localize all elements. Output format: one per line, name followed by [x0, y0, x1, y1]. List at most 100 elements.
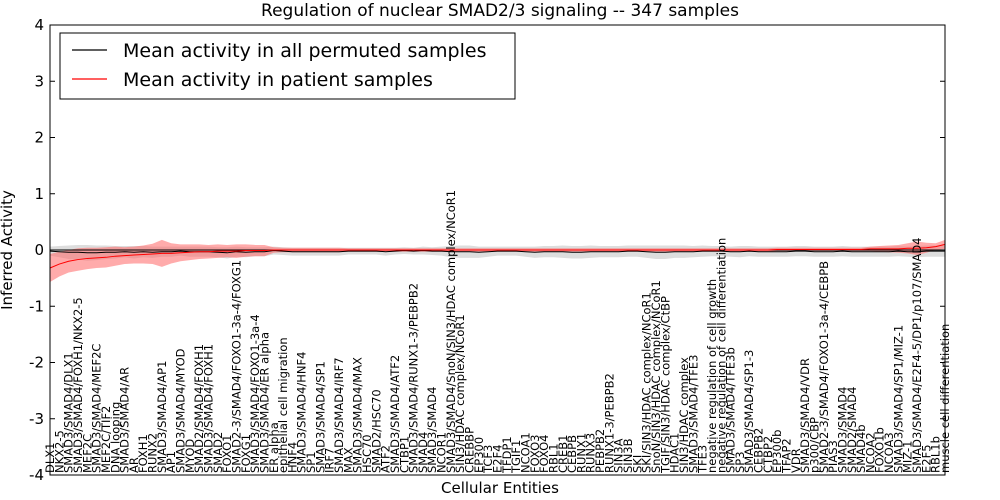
x-tick-label: SKI/SIN3/HDAC complex/NCoR1 [640, 292, 654, 473]
x-tick-label: SMAD3/SMAD4/FOXH1 [201, 344, 215, 473]
legend-box [59, 32, 516, 100]
x-tick-label: SMAD3/SMAD4/VDR [798, 358, 812, 473]
x-tick-label: FOXH1 [136, 434, 150, 473]
x-tick-label: SIN3/HDAC complex/NCoR1 [453, 314, 467, 473]
x-tick-label: SMAD3/SMAD4/TFE3 [686, 355, 700, 474]
x-tick-label: SMAD3/SMAD4/MAX [351, 357, 365, 473]
band-layer [50, 239, 945, 283]
x-tick-label: MEF2C/TIF2 [99, 406, 113, 473]
x-tick-label: MYOD [183, 439, 197, 473]
y-tick-label: 1 [34, 185, 44, 203]
y-tick-label: 4 [34, 16, 44, 34]
x-tick-label: RBL1 [546, 443, 560, 473]
x-tick-label: SIN3/HDAC complex [677, 357, 691, 473]
x-tick-label: IRF7 [323, 448, 337, 473]
y-tick-label: 0 [34, 241, 44, 259]
x-tick-label: FOXO1 [220, 435, 234, 473]
x-tick-label: SMAD3/SMAD4/DLX1 [62, 352, 76, 473]
x-tick-label: SMAD3/SMAD4/AR [118, 367, 132, 473]
x-tick-label: SMAD3/SMAD4/ATF2 [388, 355, 402, 473]
x-tick-label: TFE3 [696, 445, 710, 474]
x-tick-label: SMAD3/SMAD4/IRF7 [332, 357, 346, 473]
x-tick-label: CEBPB2 [752, 428, 766, 473]
x-tick-label: SIN3A [612, 438, 626, 473]
x-tick-label: HDAC1 [668, 433, 682, 473]
x-tick-label: PIAS3 [826, 440, 840, 473]
x-tick-label: SMAD3/SMAD4 [425, 387, 439, 473]
x-tick-label: NCOR1 [435, 432, 449, 473]
x-tick-label: HSC70 [360, 434, 374, 473]
x-tick-label: RUNX1 [574, 433, 588, 473]
x-tick-label: VDR [789, 448, 803, 473]
legend-label-patient: Mean activity in patient samples [123, 69, 433, 91]
x-tick-label: SMAD3/SMAD4/MEF2C [90, 344, 104, 473]
x-tick-label: SMAD2/HSC70 [369, 389, 383, 473]
x-tick-label: SMAD3/SMAD4/E2F4-5/DP1/p107/SMAD4 [910, 238, 924, 474]
x-tick-label: TFAP2 [780, 438, 794, 474]
x-tick-label: SMAD3/SMAD4/HNF4 [295, 352, 309, 473]
x-tick-labels: DLX1NKX2-5SMAD3/SMAD4/DLX1SMAD3/SMAD4/FO… [43, 190, 952, 474]
x-tick-label: TGIF1 [509, 440, 523, 474]
x-tick-label: SMAD2-3/SMAD4/FOXO1-3a-4/FOXG1 [229, 260, 243, 473]
plot-area: DLX1NKX2-5SMAD3/SMAD4/DLX1SMAD3/SMAD4/FO… [29, 16, 952, 484]
x-tick-label: NCOA3 [882, 432, 896, 473]
x-tick-label: SMAD3/SMAD4 [835, 387, 849, 473]
x-tick-label: SP3 [733, 451, 747, 473]
patient-band [50, 239, 945, 283]
x-tick-label: SMAD3/SMAD4/SnoN/SIN3/HDAC complex/NCoR1 [444, 190, 458, 473]
x-tick-label: SMAD3/SMAD4/FOXH1/NKX2-5 [71, 297, 85, 473]
x-tick-label: SnoN/SIN3/HDAC complex/NCoR1 [649, 280, 663, 473]
x-tick-label: SKI [630, 455, 644, 473]
y-tick-label: 3 [34, 72, 44, 90]
x-tick-label: CTBP1 [397, 436, 411, 473]
x-tick-label: EP300 [472, 437, 486, 473]
x-tick-label: SMAD2 [211, 432, 225, 473]
x-tick-label: TGIF/SIN3/HDAC complex/CtBP [658, 296, 672, 474]
x-tick-label: RUNX2 [146, 433, 160, 473]
x-tick-label: MIZ-1 [901, 441, 915, 473]
x-tick-label: NKX2-5 [52, 430, 66, 473]
x-tick-label: FOXG1 [239, 434, 253, 473]
x-tick-label: SMAD2/SMAD4/FOXH1 [192, 344, 206, 473]
x-tick-label: NCOA1 [518, 432, 532, 473]
y-tick-label: -3 [29, 410, 44, 428]
x-tick-label: epithelial cell migration [276, 337, 290, 473]
x-tick-label: DNA looping [108, 402, 122, 473]
x-tick-label: SMAD2/SMAD4 [845, 387, 859, 473]
x-tick-label: SMAD3/SMAD4/AP1 [155, 361, 169, 473]
x-tick-label: SMAD3/SMAD4/SP1/MIZ-1 [891, 325, 905, 473]
y-tick-label: -1 [29, 297, 44, 315]
x-tick-label: FOXO1b [873, 427, 887, 473]
x-tick-label: negative regulation of cell growth [705, 279, 719, 473]
x-tick-label: RBL1b [929, 436, 943, 473]
x-tick-label: SIN3B [621, 438, 635, 473]
x-tick-label: RUNX1-3/PEBPB2 [602, 373, 616, 473]
series-lines [49, 243, 946, 269]
x-tick-label: E2F5 [919, 444, 933, 473]
y-tick-label: -2 [29, 354, 44, 372]
x-tick-label: FOXO3 [528, 435, 542, 473]
x-tick-label: SMAD4 [416, 432, 430, 473]
x-tick-label: ATF2 [379, 445, 393, 473]
y-tick-label: -4 [29, 466, 44, 484]
x-tick-label: SMAD2-3/SMAD4/FOXO1-3a-4/CEBPB [817, 261, 831, 473]
x-tick-label: AP1 [164, 451, 178, 473]
x-tick-label: MEF2C [80, 434, 94, 473]
x-tick-label: AR [127, 457, 141, 473]
legend-label-permuted: Mean activity in all permuted samples [123, 40, 486, 62]
x-tick-label: CREB1 [556, 435, 570, 474]
x-tick-label: SP1 [304, 451, 318, 473]
x-tick-label: HNF4 [285, 442, 299, 473]
x-tick-label: TFDP1 [500, 436, 514, 474]
x-tick-label: CEBPB [565, 435, 579, 473]
x-tick-label: SMAD3/SMAD4/MYOD [174, 348, 188, 473]
legend: Mean activity in all permuted samples Me… [59, 32, 516, 100]
x-tick-label: RUNX3 [584, 433, 598, 473]
x-tick-label: negative regulation of cell differentiat… [714, 238, 728, 473]
x-tick-label: SMAD3/SMAD4/SP1 [313, 361, 327, 473]
chart-title: Regulation of nuclear SMAD2/3 signaling … [261, 1, 739, 21]
y-axis: -4 -3 -2 -1 0 1 2 3 4 [29, 16, 945, 484]
patient-mean-line [49, 243, 946, 269]
x-tick-label: PEBPB2 [593, 429, 607, 473]
x-tick-label: SMAD3/SMAD4/FOXO1-3a-4 [248, 314, 262, 473]
